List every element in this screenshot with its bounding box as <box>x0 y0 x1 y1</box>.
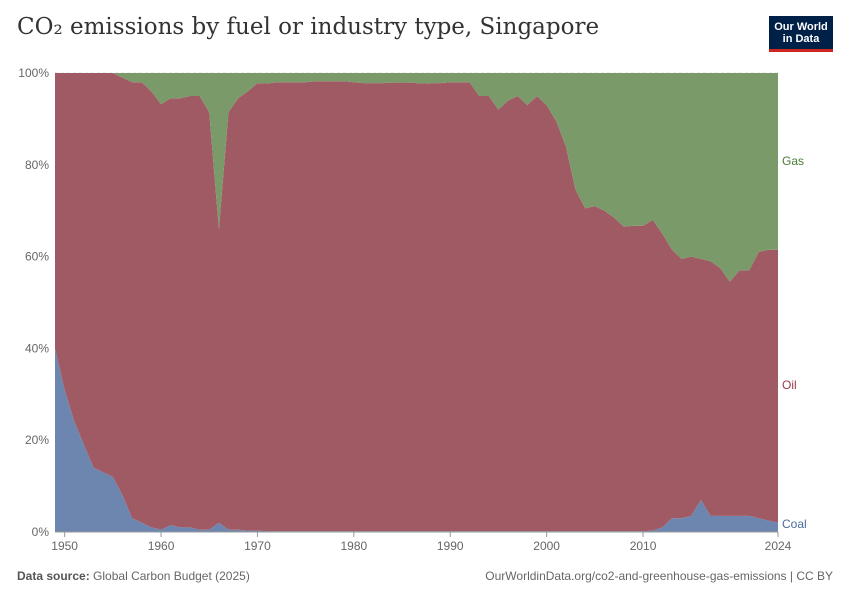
x-tick-label: 1950 <box>51 539 78 553</box>
x-tick-label: 1980 <box>340 539 367 553</box>
area-gas[interactable] <box>55 73 778 282</box>
series-label-oil: Oil <box>782 378 797 392</box>
y-tick-label: 60% <box>25 250 49 264</box>
area-oil[interactable] <box>55 73 778 532</box>
series-label-coal: Coal <box>782 517 807 531</box>
chart-title: CO₂ emissions by fuel or industry type, … <box>17 14 600 40</box>
area-coal[interactable] <box>55 348 778 532</box>
series-label-gas: Gas <box>782 154 804 168</box>
series-labels: Coal Oil Gas <box>782 154 807 531</box>
x-axis: 1950 1960 1970 1980 1990 2000 2010 2024 <box>51 531 792 553</box>
x-tick-label: 1990 <box>437 539 464 553</box>
y-tick-label: 40% <box>25 341 49 355</box>
y-tick-label: 100% <box>18 66 49 80</box>
x-tick-label: 1960 <box>148 539 175 553</box>
area-series[interactable] <box>55 73 778 532</box>
x-tick-label: 1970 <box>244 539 271 553</box>
data-source-text[interactable]: Global Carbon Budget (2025) <box>93 569 250 583</box>
data-source-label: Data source: <box>17 569 90 583</box>
x-tick-label: 2010 <box>630 539 657 553</box>
source-url[interactable]: OurWorldinData.org/co2-and-greenhouse-ga… <box>485 569 833 583</box>
x-tick-label: 2000 <box>533 539 560 553</box>
y-tick-label: 20% <box>25 433 49 447</box>
x-tick-label: 2024 <box>765 539 792 553</box>
y-tick-label: 80% <box>25 158 49 172</box>
logo-line-1: Our World <box>774 21 828 33</box>
y-axis: 0% 20% 40% 60% 80% 100% <box>18 66 49 539</box>
data-source: Data source: Global Carbon Budget (2025) <box>17 569 250 583</box>
owid-logo[interactable]: Our World in Data <box>769 16 833 52</box>
logo-line-2: in Data <box>782 33 820 45</box>
y-tick-label: 0% <box>32 525 50 539</box>
